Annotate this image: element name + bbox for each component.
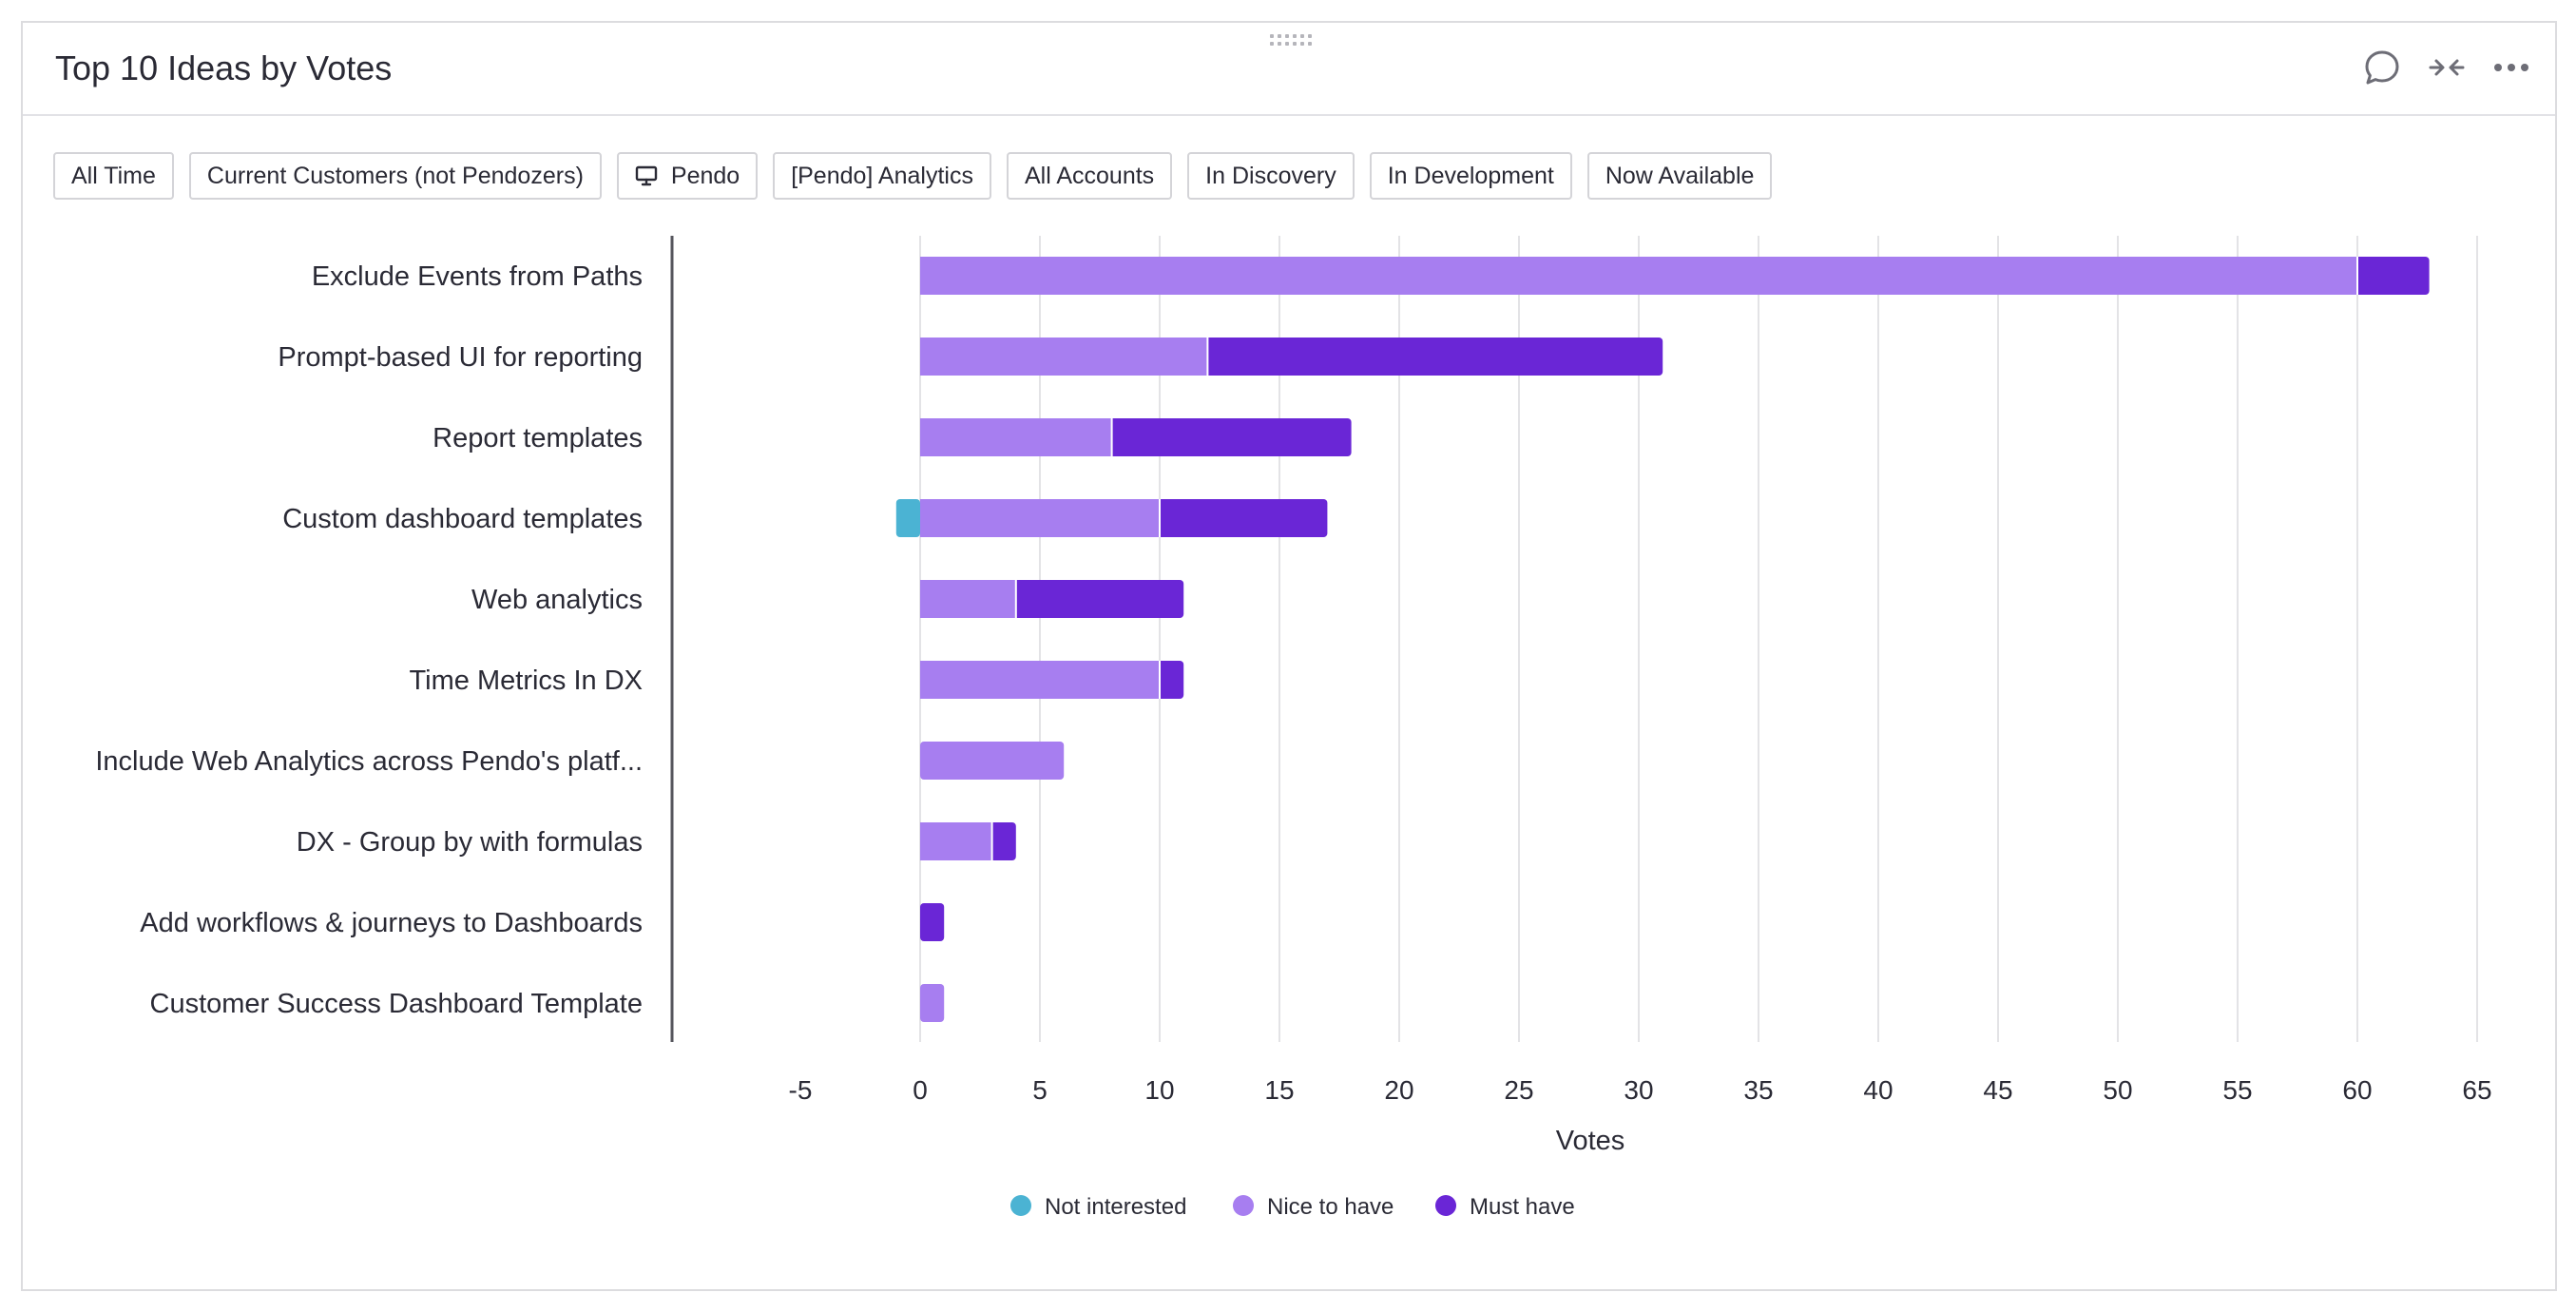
- filter-label: All Accounts: [1024, 163, 1155, 189]
- filter-label: [Pendo] Analytics: [791, 163, 973, 189]
- bar-nice-to-have: [920, 580, 1016, 618]
- filter-status-available[interactable]: Now Available: [1586, 152, 1773, 200]
- bar-must-have: [1207, 338, 1663, 376]
- filter-label: All Time: [71, 163, 156, 189]
- bar-nice-to-have: [920, 984, 945, 1022]
- x-tick-label: 35: [1743, 1075, 1773, 1105]
- card-header: Top 10 Ideas by Votes: [23, 23, 2555, 116]
- bar-nice-to-have: [920, 418, 1112, 456]
- filter-label: Now Available: [1605, 163, 1755, 189]
- bar-must-have: [1160, 499, 1328, 537]
- filter-label: In Development: [1387, 163, 1554, 189]
- x-tick-label: 20: [1384, 1075, 1413, 1105]
- legend-swatch: [1010, 1195, 1031, 1216]
- legend-label: Must have: [1470, 1194, 1575, 1220]
- legend-swatch: [1233, 1195, 1254, 1216]
- bar-must-have: [1015, 580, 1184, 618]
- filter-segment[interactable]: Current Customers (not Pendozers): [188, 152, 602, 200]
- bar-must-have: [991, 822, 1016, 860]
- card-title: Top 10 Ideas by Votes: [55, 48, 393, 87]
- bar-nice-to-have: [920, 661, 1160, 699]
- bar-must-have: [1111, 418, 1352, 456]
- x-tick-label: 25: [1504, 1075, 1533, 1105]
- x-tick-label: 60: [2342, 1075, 2372, 1105]
- x-tick-label: 40: [1863, 1075, 1893, 1105]
- filter-status-development[interactable]: In Development: [1369, 152, 1572, 200]
- legend-label: Nice to have: [1267, 1194, 1394, 1220]
- x-axis-title: Votes: [1556, 1126, 1625, 1156]
- x-tick-label: 45: [1983, 1075, 2012, 1105]
- bar-must-have: [2357, 257, 2430, 295]
- x-tick-label: -5: [789, 1075, 813, 1105]
- category-label: Prompt-based UI for reporting: [278, 342, 643, 373]
- bar-nice-to-have: [920, 742, 1065, 780]
- x-tick-label: 0: [913, 1075, 928, 1105]
- bar-must-have-edge: [1111, 418, 1118, 456]
- filter-status-discovery[interactable]: In Discovery: [1187, 152, 1355, 200]
- chart-card: Top 10 Ideas by Votes: [21, 21, 2557, 1291]
- filter-label: Pendo: [670, 163, 740, 189]
- bar-nice-to-have: [920, 338, 1208, 376]
- filter-label: Current Customers (not Pendozers): [206, 163, 584, 189]
- bar-not-interested: [895, 499, 920, 537]
- filter-label: In Discovery: [1205, 163, 1336, 189]
- x-tick-label: 55: [2222, 1075, 2252, 1105]
- header-actions: [2361, 46, 2532, 89]
- bar-nice-to-have: [920, 257, 2357, 295]
- bar-must-have-edge: [1207, 338, 1214, 376]
- bar-must-have-edge: [991, 822, 998, 860]
- legend-swatch: [1435, 1195, 1456, 1216]
- category-label: Custom dashboard templates: [282, 504, 643, 534]
- x-tick-label: 15: [1264, 1075, 1294, 1105]
- category-label: Web analytics: [471, 585, 643, 615]
- category-label: Include Web Analytics across Pendo's pla…: [95, 746, 643, 777]
- filter-app[interactable]: Pendo: [616, 152, 759, 200]
- legend-label: Not interested: [1045, 1194, 1186, 1220]
- filter-accounts[interactable]: All Accounts: [1006, 152, 1173, 200]
- category-label: DX - Group by with formulas: [297, 827, 643, 858]
- drag-handle[interactable]: [1270, 34, 1314, 48]
- comment-icon[interactable]: [2361, 47, 2403, 88]
- bar-must-have-edge: [1160, 661, 1165, 699]
- x-tick-label: 65: [2462, 1075, 2491, 1105]
- category-label: Customer Success Dashboard Template: [150, 989, 644, 1019]
- filter-bar: All Time Current Customers (not Pendozer…: [53, 152, 1773, 200]
- x-tick-label: 50: [2103, 1075, 2132, 1105]
- bar-must-have: [920, 903, 945, 941]
- bar-must-have-edge: [1160, 499, 1165, 537]
- x-tick-label: 10: [1144, 1075, 1174, 1105]
- bar-nice-to-have: [920, 499, 1160, 537]
- category-label: Report templates: [433, 423, 643, 453]
- more-icon[interactable]: [2490, 47, 2532, 88]
- category-label: Add workflows & journeys to Dashboards: [140, 908, 643, 938]
- monitor-icon: [635, 165, 658, 186]
- bar-must-have: [1160, 661, 1184, 699]
- x-tick-label: 5: [1032, 1075, 1048, 1105]
- category-label: Exclude Events from Paths: [312, 261, 643, 292]
- filter-product-area[interactable]: [Pendo] Analytics: [773, 152, 991, 200]
- category-label: Time Metrics In DX: [410, 666, 643, 696]
- bar-nice-to-have: [920, 822, 992, 860]
- collapse-icon[interactable]: [2426, 47, 2468, 88]
- bar-must-have-edge: [2357, 257, 2363, 295]
- bar-must-have-edge: [1015, 580, 1022, 618]
- x-tick-label: 30: [1624, 1075, 1653, 1105]
- filter-date-range[interactable]: All Time: [53, 152, 174, 200]
